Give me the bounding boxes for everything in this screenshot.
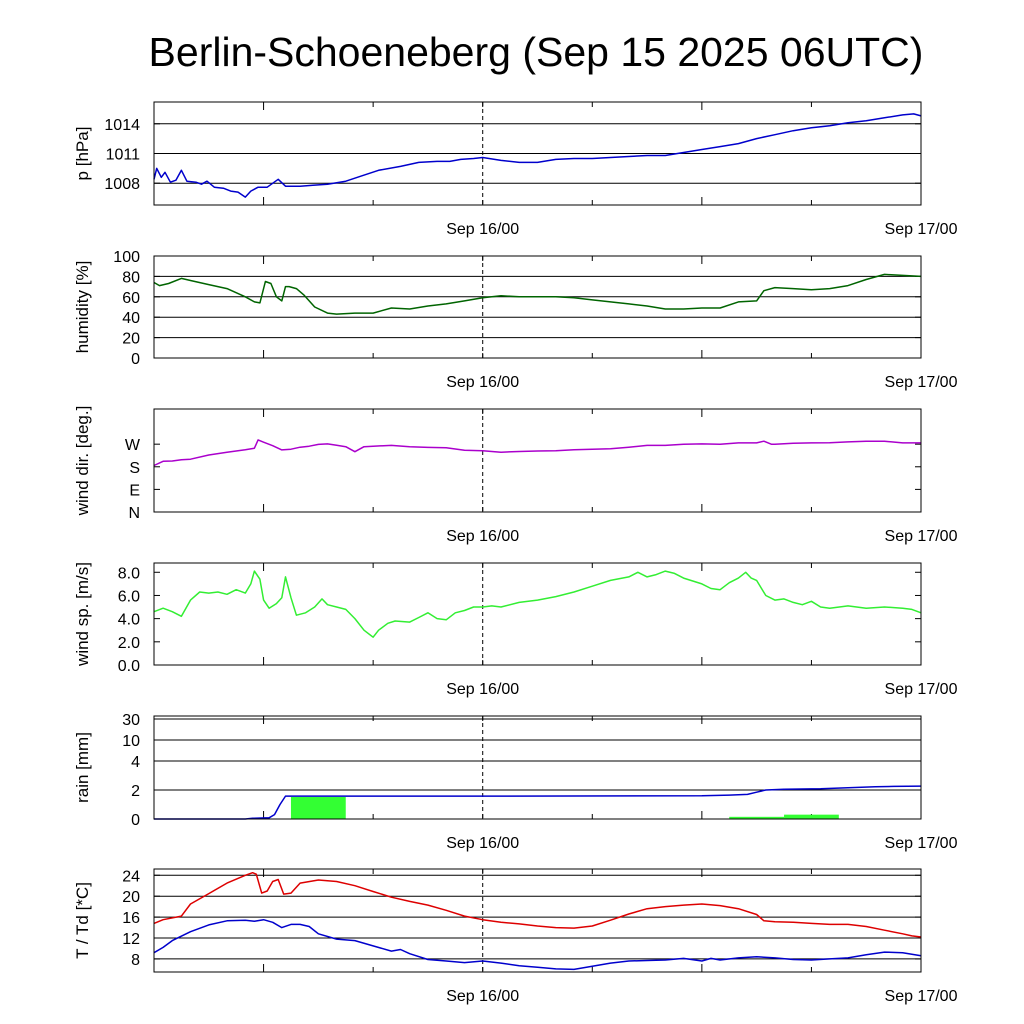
y-tick-label: 60 xyxy=(122,290,140,307)
plot-frame xyxy=(153,715,922,820)
y-tick-label: 20 xyxy=(122,331,140,348)
panel-humidity: 0 20 40 60 80 100 humidity [%] Sep 16/00 Sep 17/… xyxy=(73,249,958,391)
y-tick-label: 30 xyxy=(122,712,140,729)
y-tick-label: N xyxy=(128,505,140,522)
y-tick-label: 1014 xyxy=(104,117,140,134)
x-tick-label: Sep 17/00 xyxy=(885,681,958,698)
series-line-humidity-0 xyxy=(153,273,922,315)
y-axis-label: wind dir. [deg.] xyxy=(73,406,92,517)
y-tick-label: 4 xyxy=(131,754,140,771)
plot-frame xyxy=(153,562,922,666)
x-tick-label: Sep 16/00 xyxy=(446,528,519,545)
series-line-rain-0 xyxy=(154,785,922,820)
panel-wind_speed: 0.0 2.0 4.0 6.0 8.0 wind sp. [m/s] Sep 16/00 Se… xyxy=(73,562,958,698)
y-tick-label: 1011 xyxy=(106,147,141,164)
y-tick-label: 6.0 xyxy=(118,588,140,605)
rain-bar xyxy=(784,814,839,819)
plot-frame xyxy=(153,408,922,513)
y-tick-label: 8.0 xyxy=(118,565,140,582)
y-axis-label: rain [mm] xyxy=(73,732,92,803)
y-tick-label: 40 xyxy=(122,310,140,327)
y-tick-label: 0 xyxy=(131,812,140,829)
series-line-temperature-1 xyxy=(153,918,922,971)
y-tick-label: 2.0 xyxy=(118,635,140,652)
series-line-wind_speed-0 xyxy=(153,570,922,638)
y-tick-label: 12 xyxy=(122,931,140,948)
y-tick-label: 20 xyxy=(122,889,140,906)
series-line-temperature-0 xyxy=(153,871,922,938)
x-tick-label: Sep 16/00 xyxy=(446,988,519,1005)
x-tick-label: Sep 16/00 xyxy=(446,374,519,391)
y-axis-label: T / Td [*C] xyxy=(73,882,92,959)
y-tick-label: 2 xyxy=(131,783,140,800)
y-tick-label: 10 xyxy=(122,733,140,750)
y-axis-label: wind sp. [m/s] xyxy=(73,562,92,667)
rain-bar xyxy=(729,816,785,819)
y-tick-label: 8 xyxy=(131,952,140,969)
y-tick-label: 16 xyxy=(122,910,140,927)
y-tick-label: 1008 xyxy=(104,176,140,193)
panel-rain: 0 2 4 10 30 rain [mm] Sep 16/00 Sep 17/00 xyxy=(73,712,958,852)
y-axis-label: humidity [%] xyxy=(73,261,92,354)
y-tick-label: 100 xyxy=(113,249,140,266)
series-line-pressure-0 xyxy=(153,113,922,198)
x-tick-label: Sep 16/00 xyxy=(446,681,519,698)
x-tick-label: Sep 16/00 xyxy=(446,221,519,238)
y-tick-label: 0.0 xyxy=(118,658,140,675)
x-tick-label: Sep 16/00 xyxy=(446,835,519,852)
plot-frame xyxy=(153,255,922,359)
y-tick-label: S xyxy=(129,460,140,477)
chart-title: Berlin-Schoeneberg (Sep 15 2025 06UTC) xyxy=(149,29,924,75)
y-tick-label: 0 xyxy=(131,351,140,368)
y-axis-label: p [hPa] xyxy=(73,127,92,181)
panel-temperature: 8 12 16 20 24 T / Td [*C] Sep 16/00 Sep 17/00 xyxy=(73,868,958,1005)
series-line-wind_dir-0 xyxy=(153,439,921,467)
x-tick-label: Sep 17/00 xyxy=(885,374,958,391)
rain-bar xyxy=(290,796,346,819)
y-tick-label: 24 xyxy=(122,868,140,885)
x-tick-label: Sep 17/00 xyxy=(885,528,958,545)
y-tick-label: 4.0 xyxy=(118,612,140,629)
y-tick-label: 80 xyxy=(122,269,140,286)
x-tick-label: Sep 17/00 xyxy=(885,988,958,1005)
y-tick-label: E xyxy=(129,482,140,499)
plot-frame xyxy=(153,868,922,973)
x-tick-label: Sep 17/00 xyxy=(885,835,958,852)
y-tick-label: W xyxy=(125,437,141,454)
panel-pressure: 1008 1011 1014 p [hPa] Sep 16/00 Sep 17/00 xyxy=(73,101,958,238)
plot-frame xyxy=(153,101,922,206)
x-tick-label: Sep 17/00 xyxy=(885,221,958,238)
